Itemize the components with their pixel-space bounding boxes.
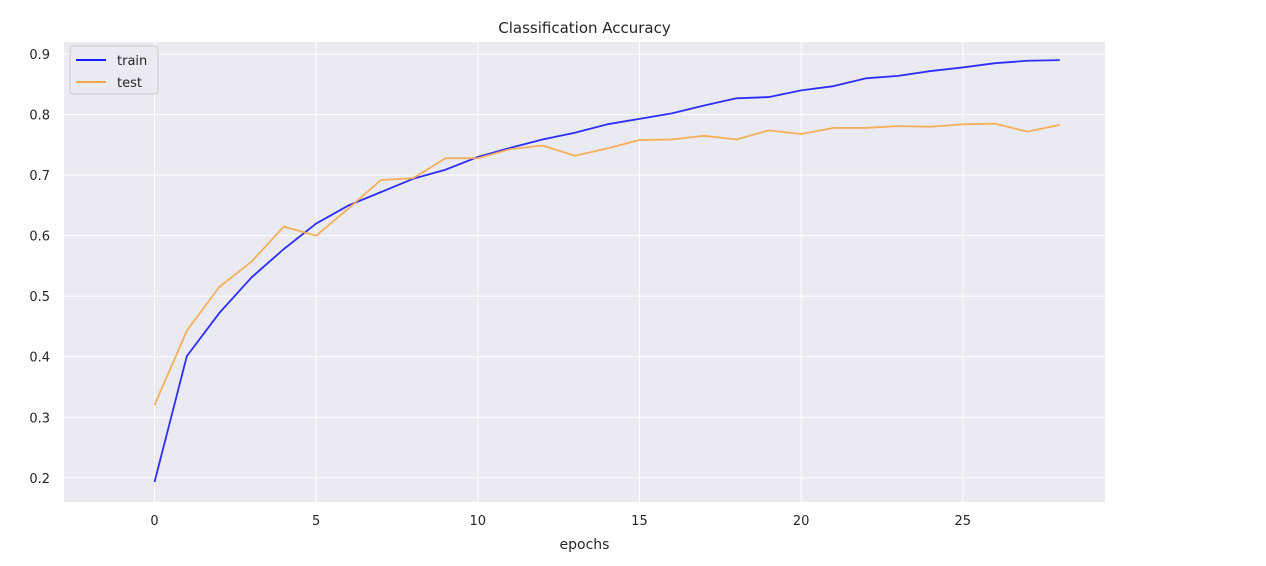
y-tick-label: 0.6	[29, 230, 50, 245]
chart-title: Classification Accuracy	[498, 19, 671, 37]
series-line-test	[153, 122, 1060, 406]
plot-area	[64, 42, 1105, 502]
x-tick-label: 10	[470, 514, 487, 529]
legend-label-train: train	[117, 54, 147, 69]
y-tick-label: 0.3	[29, 411, 50, 426]
legend-label-test: test	[117, 76, 142, 91]
y-tick-label: 0.4	[29, 351, 50, 366]
y-axis: 0.2 0.3 0.4 0.5 0.6 0.7 0.8 0.9	[29, 48, 50, 487]
grid	[64, 42, 1105, 502]
x-tick-label: 0	[150, 514, 158, 529]
x-tick-label: 5	[312, 514, 320, 529]
x-tick-label: 25	[954, 514, 971, 529]
y-tick-label: 0.2	[29, 472, 50, 487]
legend: train test	[69, 45, 159, 95]
x-axis: 0 5 10 15 20 25	[150, 514, 971, 529]
y-tick-label: 0.5	[29, 290, 50, 305]
y-tick-label: 0.8	[29, 109, 50, 124]
series-lines	[153, 59, 1060, 483]
x-axis-label: epochs	[560, 537, 610, 553]
y-tick-label: 0.7	[29, 169, 50, 184]
y-tick-label: 0.9	[29, 48, 50, 63]
x-tick-label: 20	[793, 514, 810, 529]
x-tick-label: 15	[631, 514, 648, 529]
